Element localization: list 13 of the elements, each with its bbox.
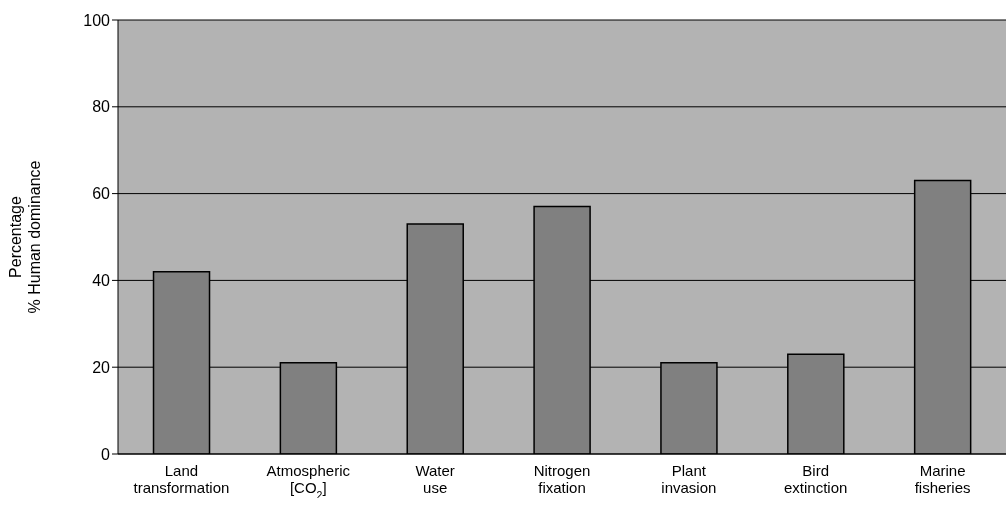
- y-tick-label: 80: [92, 98, 111, 116]
- y-tick-label: 100: [83, 11, 111, 29]
- x-tick-label: Plant invasion: [661, 462, 717, 496]
- y-tick-label: 60: [92, 185, 111, 203]
- x-tick-label: Water use: [415, 462, 455, 496]
- y-tick-label: 40: [92, 272, 111, 290]
- y-tick-label: 0: [101, 445, 111, 463]
- x-tick-label: Marine fisheries: [914, 462, 971, 496]
- x-tick-label: Bird extinction: [784, 462, 848, 496]
- x-tick-label: Nitrogen fixation: [533, 462, 591, 496]
- y-tick-label: 20: [92, 358, 111, 376]
- y-axis-title: Percentage % Human dominance: [7, 160, 43, 314]
- x-tick-label: Land transformation: [133, 462, 230, 496]
